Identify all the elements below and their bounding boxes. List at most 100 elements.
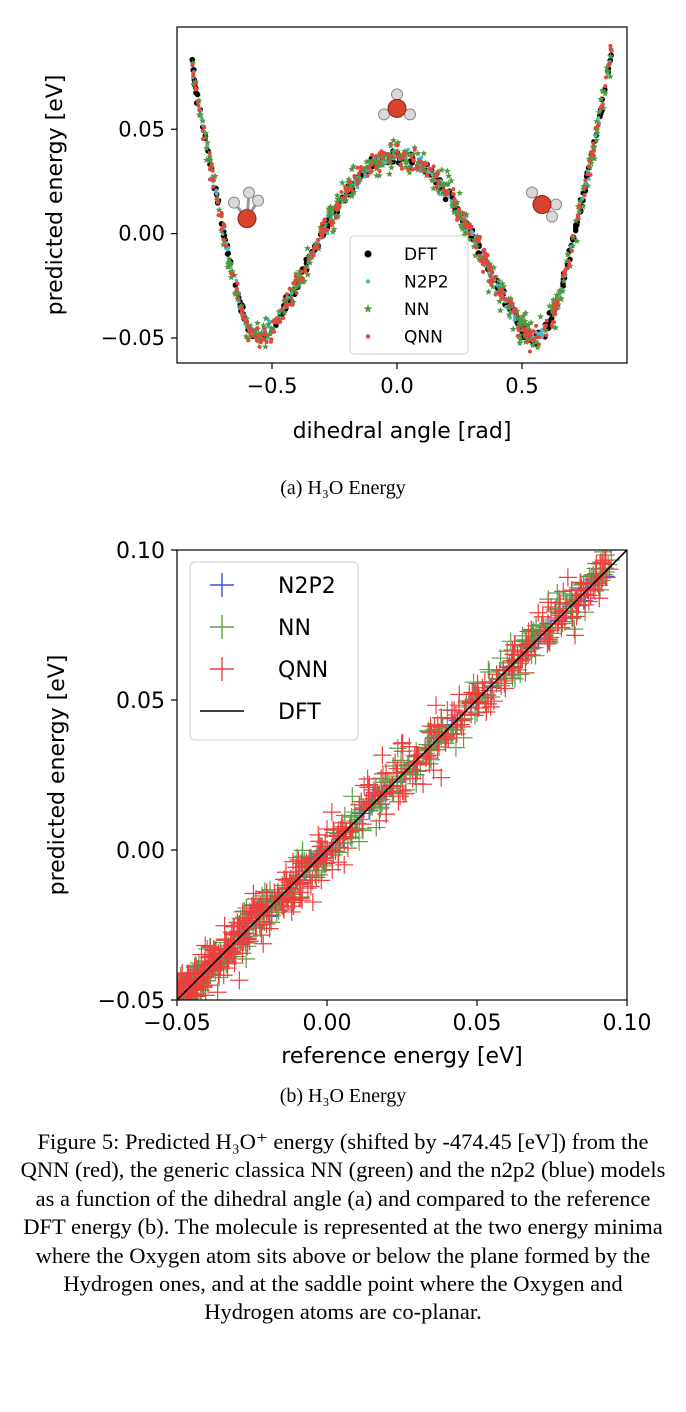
chart-a-point-qnn — [457, 207, 462, 212]
chart-a-point-n2p2 — [214, 188, 219, 193]
chart-a-point-qnn — [248, 333, 253, 338]
chart-a-point-qnn — [415, 164, 420, 169]
molecule-co-planar — [378, 88, 416, 121]
chart-a-point-qnn — [278, 319, 283, 324]
chart-a-point-nn — [372, 159, 380, 166]
chart-a-point-qnn — [412, 147, 417, 152]
chart-b-point-nn — [384, 757, 403, 776]
chart-b-point-qnn — [240, 932, 259, 951]
chart-a-y-ticks: −0.05 0.00 0.05 — [101, 117, 177, 350]
chart-a-point-nn — [406, 169, 413, 176]
chart-a-point-qnn — [527, 349, 532, 354]
chart-a-point-qnn — [604, 75, 609, 80]
chart-b-point-qnn — [538, 634, 557, 653]
chart-a-point-qnn — [251, 329, 256, 334]
hydrogen-atom — [404, 108, 416, 121]
chart-b-point-nn — [446, 738, 465, 757]
chart-b-point-qnn — [546, 609, 565, 628]
chart-a-point-nn — [569, 242, 577, 249]
chart-a-point-nn — [330, 225, 338, 233]
chart-a-point-qnn — [429, 168, 434, 173]
hydrogen-atom — [228, 196, 240, 209]
chart-a-point-qnn — [256, 332, 261, 337]
chart-a-point-qnn — [522, 332, 527, 337]
chart-a-point-nn — [456, 189, 464, 197]
chart-a-point-qnn — [294, 291, 299, 296]
chart-b-point-nn — [350, 832, 369, 851]
chart-a-point-qnn — [583, 178, 588, 183]
chart-b-ylabel: predicted energy [eV] — [45, 655, 70, 896]
chart-a-point-qnn — [211, 178, 216, 183]
chart-b-point-qnn — [202, 952, 221, 971]
chart-a-point-n2p2 — [234, 278, 239, 283]
chart-b-point-qnn — [432, 768, 451, 787]
chart-b-point-nn — [591, 553, 610, 572]
hydrogen-atom — [550, 198, 562, 211]
chart-a-point-qnn — [549, 323, 554, 328]
chart-a-point-qnn — [290, 298, 295, 303]
chart-a-point-qnn — [569, 249, 574, 254]
chart-a-point-nn — [537, 313, 544, 320]
chart-a-point-n2p2 — [581, 196, 585, 201]
chart-a-point-qnn — [409, 155, 414, 160]
chart-a-point-qnn — [342, 195, 347, 200]
chart-a-point-nn — [414, 149, 422, 157]
chart-a-ylabel: predicted energy [eV] — [43, 75, 68, 316]
chart-a-point-qnn — [534, 323, 539, 328]
chart-b-point-qnn — [443, 701, 462, 720]
chart-a-point-qnn — [380, 156, 385, 161]
chart-a-point-nn — [294, 282, 302, 289]
chart-a-point-qnn — [240, 313, 245, 318]
chart-b-point-qnn — [505, 635, 524, 654]
chart-a-point-nn — [516, 335, 524, 343]
chart-b-xtick-label: 0.10 — [603, 1011, 652, 1036]
chart-a-point-qnn — [528, 332, 533, 337]
chart-a-point-nn — [402, 157, 410, 164]
chart-a-point-nn — [349, 162, 357, 170]
chart-a-point-qnn — [433, 174, 438, 179]
chart-b-point-qnn — [396, 784, 415, 803]
chart-a-point-nn — [534, 343, 542, 351]
chart-a-point-qnn — [544, 318, 549, 323]
chart-a-point-qnn — [399, 166, 404, 171]
chart-b-point-qnn — [199, 955, 218, 974]
chart-a-point-nn — [224, 263, 232, 271]
chart-b-point-qnn — [393, 733, 412, 752]
oxygen-atom — [387, 98, 407, 118]
chart-a-point-nn — [225, 255, 233, 262]
chart-b-point-qnn — [217, 931, 236, 950]
chart-a-point-n2p2 — [587, 177, 591, 181]
chart-a-point-nn — [227, 273, 235, 281]
chart-b-point-qnn — [566, 626, 585, 645]
chart-a-point-nn — [542, 326, 550, 334]
chart-a-point-nn — [438, 166, 446, 173]
chart-a-point-n2p2 — [220, 232, 225, 236]
chart-a-point-qnn — [587, 158, 592, 163]
chart-b-point-qnn — [244, 884, 263, 903]
chart-b-point-qnn — [554, 582, 573, 601]
chart-a-point-qnn — [290, 302, 295, 307]
chart-a-point-qnn — [219, 227, 224, 232]
chart-b-x-ticks: −0.05 0.00 0.05 0.10 — [143, 1000, 651, 1036]
chart-b-legend-label-qnn: QNN — [278, 658, 328, 683]
chart-a-point-nn — [265, 320, 272, 328]
chart-b-subcaption: (b) H₃O Energy — [280, 1085, 407, 1107]
chart-b-point-qnn — [190, 992, 192, 1000]
chart-b-point-qnn — [538, 632, 557, 651]
chart-a-point-qnn — [463, 224, 468, 229]
chart-a-point-qnn — [410, 167, 415, 172]
chart-b-point-qnn — [229, 917, 248, 936]
chart-a-point-qnn — [221, 222, 226, 227]
chart-a-point-qnn — [483, 255, 488, 260]
chart-a-point-nn — [593, 117, 601, 125]
chart-a-point-qnn — [582, 186, 587, 191]
chart-a-point-qnn — [200, 136, 205, 141]
chart-b-ytick-label: 0.10 — [116, 539, 165, 564]
chart-a-point-nn — [428, 176, 436, 184]
chart-b-point-qnn — [502, 659, 521, 678]
chart-a-point-qnn — [531, 329, 536, 334]
chart-a-point-nn — [553, 291, 561, 298]
figure-caption: Figure 5: Predicted H₃O⁺ energy (shifted… — [20, 1129, 666, 1325]
chart-a-point-qnn — [316, 237, 321, 242]
chart-a-point-qnn — [263, 332, 268, 337]
